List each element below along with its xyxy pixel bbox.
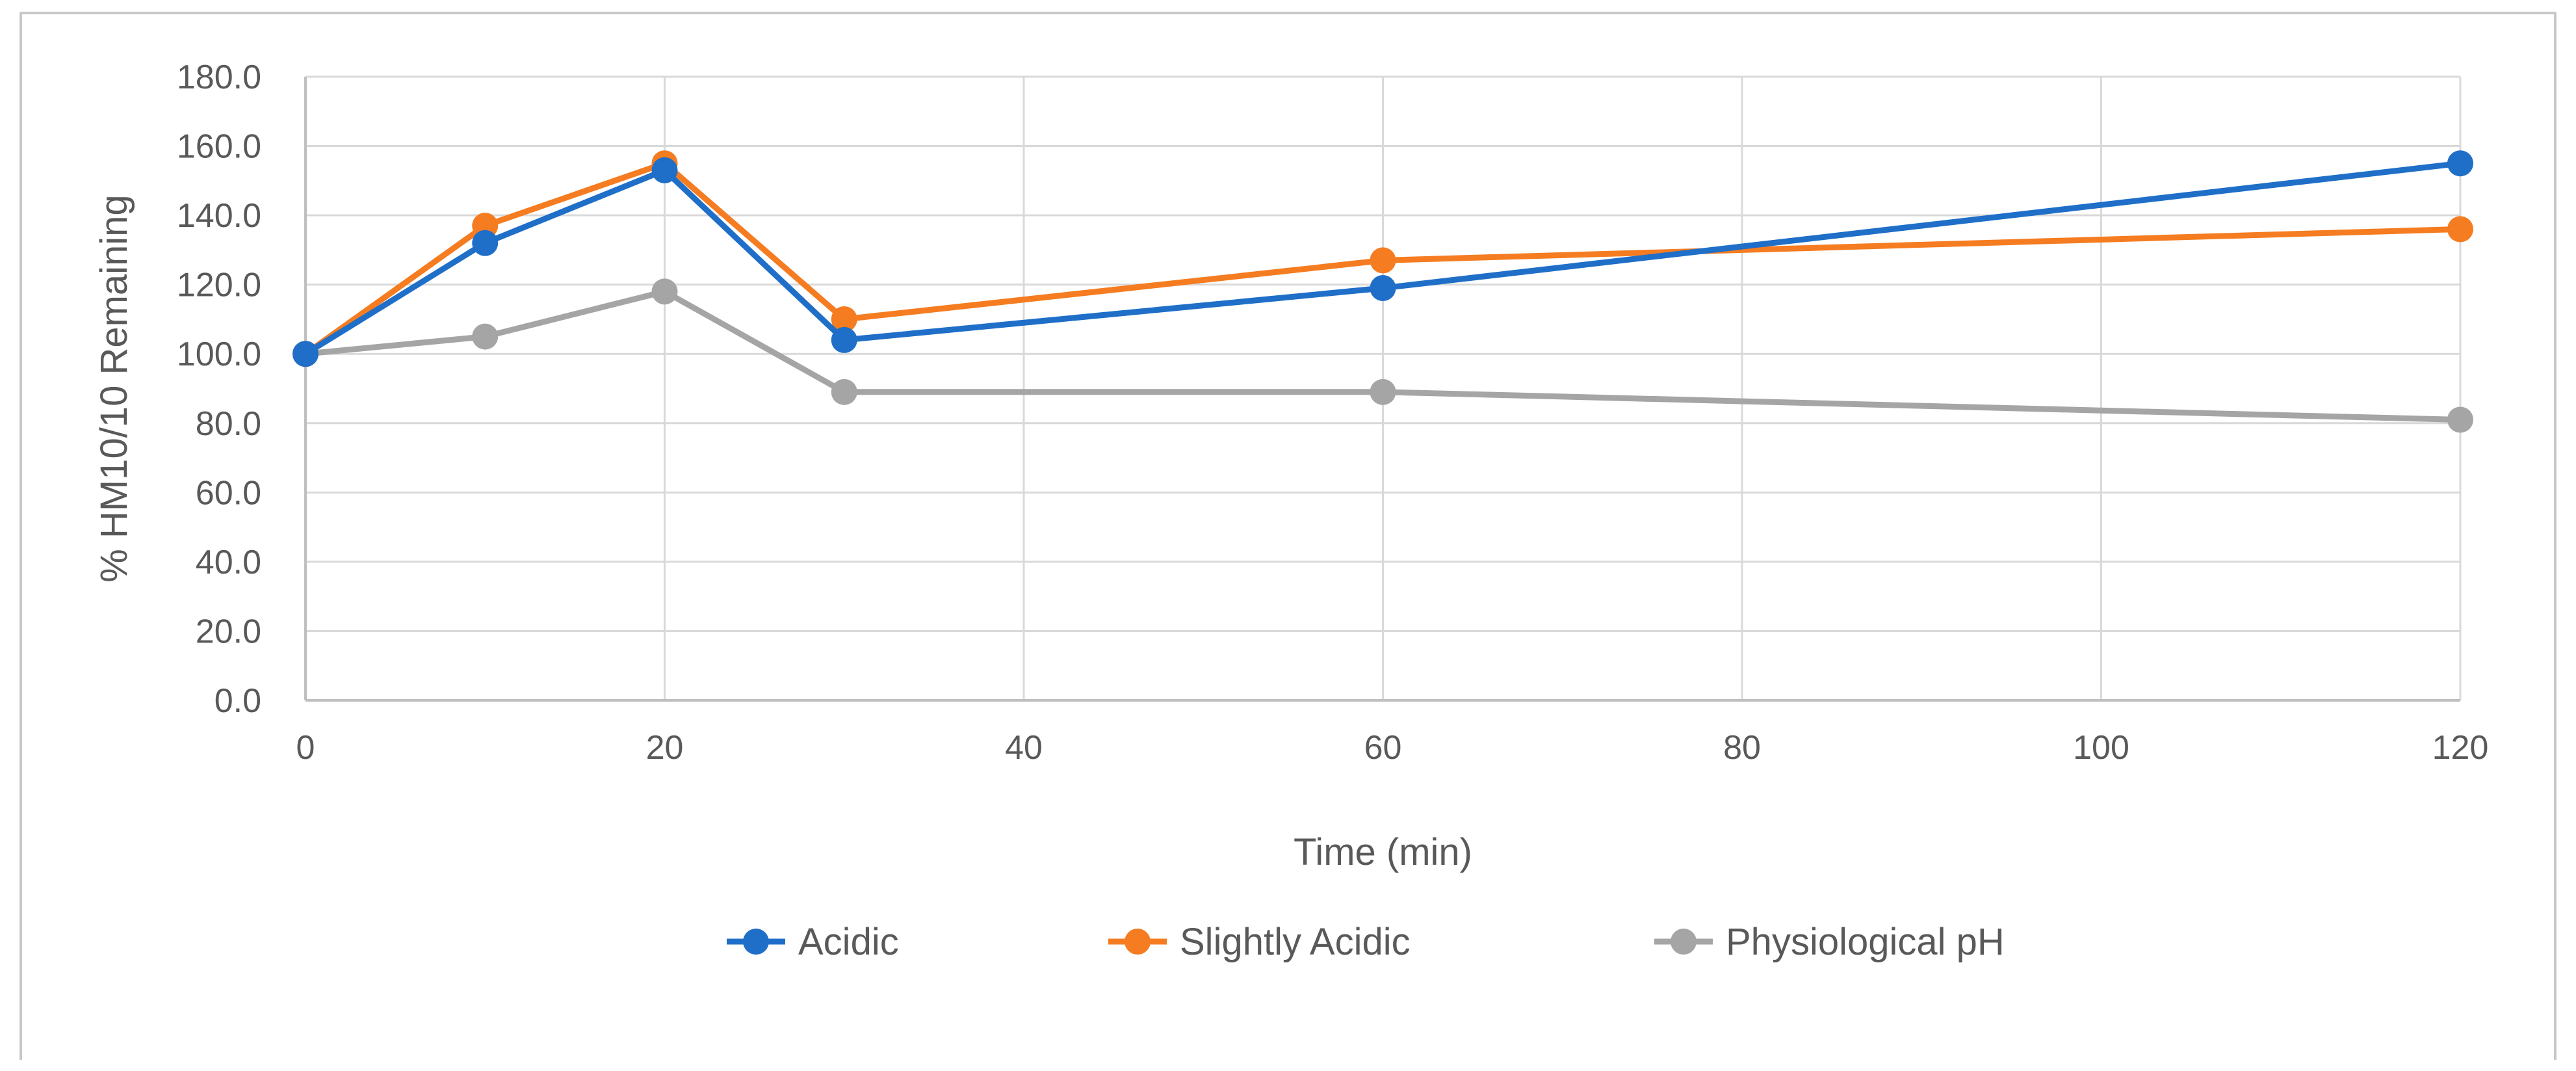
x-tick-label: 120 <box>2432 729 2489 767</box>
series-line <box>302 160 2464 357</box>
legend-swatch-marker <box>1125 929 1151 955</box>
data-point <box>651 278 678 305</box>
legend-label: Acidic <box>798 921 899 963</box>
y-tick-labels: 0.0 20.0 40.0 60.0 80.0 100.0 120.0 140.0 160.0 1… <box>177 59 261 720</box>
data-point <box>2447 150 2473 177</box>
y-tick-label: 120.0 <box>177 267 261 304</box>
x-tick-label: 80 <box>1723 729 1761 767</box>
data-point <box>831 378 857 405</box>
legend-item: Physiological pH <box>1654 921 2005 963</box>
axes <box>304 77 2460 702</box>
data-point <box>472 323 499 350</box>
x-tick-label: 100 <box>2073 729 2129 767</box>
y-tick-label: 20.0 <box>196 613 261 650</box>
series <box>293 150 2473 433</box>
legend-label: Physiological pH <box>1726 921 2005 963</box>
data-point <box>1370 247 1396 274</box>
legend-swatch-marker <box>1671 929 1697 955</box>
data-point <box>651 157 678 183</box>
series-line <box>302 160 2464 357</box>
gridlines <box>306 75 2462 700</box>
data-point <box>831 326 857 353</box>
y-tick-label: 80.0 <box>196 405 261 443</box>
y-tick-label: 180.0 <box>177 59 261 96</box>
y-tick-label: 0.0 <box>215 682 261 720</box>
x-tick-label: 0 <box>296 729 315 767</box>
x-tick-label: 20 <box>646 729 684 767</box>
data-point <box>293 341 319 367</box>
legend-item: Slightly Acidic <box>1108 921 1411 963</box>
legend-swatch-marker <box>743 929 769 955</box>
y-tick-label: 40.0 <box>196 544 261 581</box>
y-tick-label: 60.0 <box>196 474 261 512</box>
y-tick-label: 140.0 <box>177 197 261 235</box>
data-point <box>472 230 499 256</box>
legend: Acidic Slightly Acidic Physiological pH <box>727 921 2005 963</box>
data-point <box>2447 406 2473 433</box>
data-point <box>831 306 857 332</box>
y-axis-title: % HM10/10 Remaining <box>93 194 135 582</box>
y-tick-label: 160.0 <box>177 128 261 166</box>
x-tick-label: 60 <box>1364 729 1402 767</box>
series-line <box>302 288 2464 423</box>
y-tick-label: 100.0 <box>177 336 261 373</box>
x-tick-labels: 0 20 40 60 80 100 120 <box>296 729 2489 767</box>
legend-item: Acidic <box>727 921 899 963</box>
series-acidic <box>293 150 2473 367</box>
legend-label: Slightly Acidic <box>1180 921 1411 963</box>
x-axis-title: Time (min) <box>1294 831 1472 873</box>
data-point <box>2447 216 2473 243</box>
data-point <box>1370 274 1396 301</box>
chart-frame <box>20 12 2556 1060</box>
x-tick-label: 40 <box>1005 729 1043 767</box>
data-point <box>1370 378 1396 405</box>
